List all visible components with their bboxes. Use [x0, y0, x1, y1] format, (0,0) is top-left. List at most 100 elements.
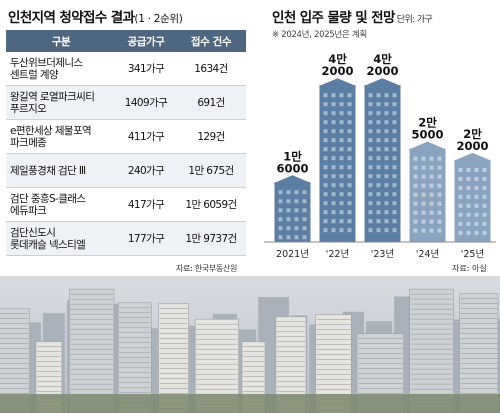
- window: [429, 192, 434, 197]
- window: [331, 138, 336, 143]
- window: [384, 174, 389, 179]
- window: [278, 208, 283, 213]
- window: [392, 201, 397, 206]
- window: [347, 228, 352, 233]
- window: [347, 102, 352, 107]
- window: [323, 183, 328, 188]
- window: [339, 210, 344, 215]
- application-count: 1만 9737건: [185, 233, 237, 245]
- window: [413, 219, 418, 224]
- x-tick-label: '22년: [326, 249, 349, 260]
- window: [421, 192, 426, 197]
- window: [474, 203, 479, 208]
- window: [339, 102, 344, 107]
- window: [368, 183, 373, 188]
- bar-building: [319, 85, 356, 242]
- table-header: 구분 공급가구 접수 건수: [6, 30, 246, 52]
- window: [384, 156, 389, 161]
- window: [392, 228, 397, 233]
- window: [323, 210, 328, 215]
- window: [323, 102, 328, 107]
- window: [323, 228, 328, 233]
- window: [323, 138, 328, 143]
- window: [331, 120, 336, 125]
- window: [323, 93, 328, 98]
- window: [458, 185, 463, 190]
- subscription-table: 구분 공급가구 접수 건수 두산위브더제니스 센트럴 계양 341가구 1634건 왕길…: [6, 30, 246, 256]
- x-tick-label: '23년: [371, 249, 394, 260]
- window: [384, 93, 389, 98]
- window: [392, 111, 397, 116]
- window: [413, 228, 418, 233]
- window: [458, 194, 463, 199]
- window: [286, 217, 291, 222]
- window: [392, 93, 397, 98]
- window: [458, 203, 463, 208]
- window: [331, 228, 336, 233]
- window: [323, 120, 328, 125]
- window: [384, 120, 389, 125]
- window: [437, 219, 442, 224]
- complex-name-line2: 에듀파크: [10, 204, 47, 217]
- application-count: 1634건: [194, 63, 228, 75]
- complex-name: 검단 중흥S-클래스 에듀파크: [6, 193, 116, 217]
- window: [339, 156, 344, 161]
- window: [286, 190, 291, 195]
- complex-name-line1: 검단 중흥S-클래스: [10, 192, 86, 205]
- window: [482, 230, 487, 235]
- window: [368, 93, 373, 98]
- window: [347, 183, 352, 188]
- window: [376, 219, 381, 224]
- window: [376, 93, 381, 98]
- window: [294, 190, 299, 195]
- window: [347, 219, 352, 224]
- window: [376, 120, 381, 125]
- apartment-tower: [409, 288, 454, 413]
- window: [376, 111, 381, 116]
- window: [278, 199, 283, 204]
- window: [368, 138, 373, 143]
- window: [339, 192, 344, 197]
- complex-name: 두산위브더제니스 센트럴 계양: [6, 57, 116, 81]
- window: [437, 201, 442, 206]
- window: [384, 138, 389, 143]
- window: [376, 210, 381, 215]
- data-label-bottom: 2000: [456, 139, 488, 153]
- window: [376, 165, 381, 170]
- table-row: 제일풍경채 검단 Ⅲ 240가구 1만 675건: [6, 154, 246, 188]
- data-label-bottom: 2000: [366, 64, 398, 78]
- complex-name-line1: 두산위브더제니스: [10, 56, 83, 69]
- window: [429, 183, 434, 188]
- window: [294, 226, 299, 231]
- window: [376, 183, 381, 188]
- window: [323, 192, 328, 197]
- window: [302, 208, 307, 213]
- window: [302, 235, 307, 240]
- window: [368, 210, 373, 215]
- window: [347, 165, 352, 170]
- window: [323, 174, 328, 179]
- window: [339, 129, 344, 134]
- window: [458, 230, 463, 235]
- complex-name-line2: 센트럴 계양: [10, 68, 59, 81]
- window: [421, 165, 426, 170]
- supply-units: 1409가구: [124, 97, 168, 109]
- window: [331, 93, 336, 98]
- window: [339, 174, 344, 179]
- table-row: 왕길역 로열파크씨티 푸르지오 1409가구 691건: [6, 86, 246, 120]
- window: [466, 176, 471, 181]
- window: [392, 102, 397, 107]
- window: [339, 111, 344, 116]
- window: [376, 138, 381, 143]
- window: [384, 111, 389, 116]
- window: [286, 226, 291, 231]
- window: [392, 192, 397, 197]
- window: [413, 201, 418, 206]
- window: [376, 174, 381, 179]
- window: [482, 212, 487, 217]
- window: [278, 226, 283, 231]
- window: [368, 111, 373, 116]
- window: [286, 235, 291, 240]
- window: [339, 165, 344, 170]
- window: [384, 219, 389, 224]
